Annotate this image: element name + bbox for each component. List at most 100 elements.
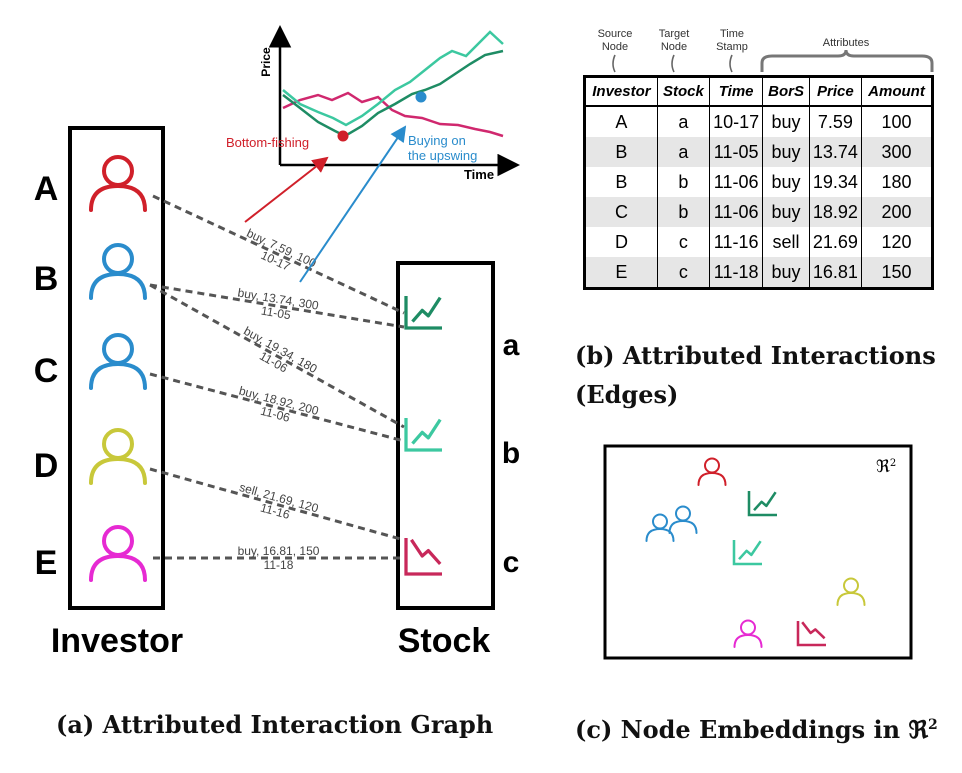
table-annotation-arrows [612, 54, 733, 73]
stock-group-label: Stock [398, 622, 491, 660]
table-cell: 200 [861, 197, 931, 228]
price-line-stock-b [282, 30, 504, 127]
table-cell: 21.69 [809, 227, 863, 258]
column-header: Stock [657, 78, 710, 107]
investor-icon-B [89, 243, 147, 300]
table-cell: 11-06 [709, 167, 764, 198]
table-cell: a [657, 106, 710, 138]
upswing-marker [415, 91, 427, 103]
table-cell: 13.74 [809, 137, 863, 168]
table-cell: 11-05 [709, 137, 764, 168]
table-cell: 100 [881, 111, 912, 132]
column-header: Time [709, 78, 764, 107]
embedding-investor-B [645, 513, 675, 542]
price-line-stock-a [282, 49, 504, 138]
investor-label-E: E [35, 544, 58, 582]
investor-label-A: A [34, 170, 59, 208]
upswing-label-line2: the upswing [408, 148, 477, 163]
investor-icon-E [89, 525, 147, 582]
stock-icon-c [404, 538, 442, 576]
embedding-stock-a [747, 491, 777, 517]
time-axis-label: Time [464, 167, 494, 182]
investor-layer: A B C D E [34, 155, 147, 582]
time-note-arrow [729, 54, 733, 73]
column-header: Amount [861, 78, 931, 107]
embedding-panel: ℜ2 [603, 444, 913, 660]
table-cell: 150 [861, 257, 931, 287]
table-cell: 180 [881, 171, 912, 192]
caption-b-line2: (Edges) [575, 380, 679, 409]
source-node-note-1: Source [598, 28, 633, 40]
table-cell: 16.81 [809, 257, 863, 287]
table-annotations: Source Node Target Node Time Stamp Attri… [598, 28, 870, 53]
table-cell: 11-06 [709, 197, 764, 228]
stock-label-a: a [503, 329, 520, 362]
investor-icon-C [89, 333, 147, 390]
investor-label-D: D [34, 447, 59, 485]
time-stamp-note-1: Time [720, 28, 744, 40]
table-cell: buy [762, 106, 810, 138]
attributes-note: Attributes [823, 37, 870, 49]
embedding-investor-A [697, 457, 727, 486]
investor-label-C: C [34, 352, 59, 390]
column-header: BorS [762, 78, 810, 107]
embedding-investor-E [733, 619, 763, 648]
table-cell: buy [762, 197, 810, 228]
table-cell: 120 [881, 231, 912, 252]
table-cell: c [657, 227, 710, 258]
edge-label-time: 11-18 [264, 558, 294, 572]
edge-label-time: 11-05 [260, 304, 292, 323]
edge-label-attrs: buy, 16.81, 150 [238, 544, 320, 558]
bottom-fishing-marker [337, 130, 349, 142]
target-note-arrow [671, 54, 675, 73]
embedding-stock-b [732, 540, 762, 566]
table-cell: 10-17 [709, 106, 764, 138]
table-cell: c [657, 257, 710, 287]
table-cell: 18.92 [809, 197, 863, 228]
investor-icon-D [89, 428, 147, 485]
time-stamp-note-2: Stamp [716, 41, 748, 53]
bottom-fishing-arrow [244, 156, 329, 223]
embedding-investor-C [668, 505, 698, 534]
stock-column-box [396, 261, 495, 610]
column-header: Investor [586, 78, 658, 107]
upswing-arrow [299, 125, 407, 283]
investor-label-B: B [34, 260, 59, 298]
table-cell: 11-18 [709, 257, 764, 287]
caption-a: (a) Attributed Interaction Graph [56, 710, 494, 739]
stock-label-c: c [503, 546, 520, 579]
investor-icon-A [89, 155, 147, 212]
stock-label-b: b [502, 437, 520, 470]
table-cell: B [586, 137, 658, 168]
table-cell: 300 [861, 137, 931, 168]
table-cell: C [586, 197, 658, 228]
table-cell: 11-16 [709, 227, 764, 258]
table-cell: b [657, 167, 710, 198]
embedding-stock-c [796, 621, 826, 647]
table-header-row: Investor Stock Time BorS Price Amount [586, 78, 931, 107]
table-cell: 7.59 [809, 106, 863, 138]
table-cell: B [586, 167, 658, 198]
target-node-note-1: Target [659, 28, 690, 40]
table-cell: 19.34 [809, 167, 863, 198]
source-note-arrow [612, 54, 616, 73]
table-cell: A [586, 106, 658, 138]
embedding-box [603, 444, 913, 660]
investor-group-label: Investor [51, 622, 183, 660]
target-node-note-2: Node [661, 41, 687, 53]
stock-layer: a b c [404, 296, 520, 579]
table-cell: a [657, 137, 710, 168]
